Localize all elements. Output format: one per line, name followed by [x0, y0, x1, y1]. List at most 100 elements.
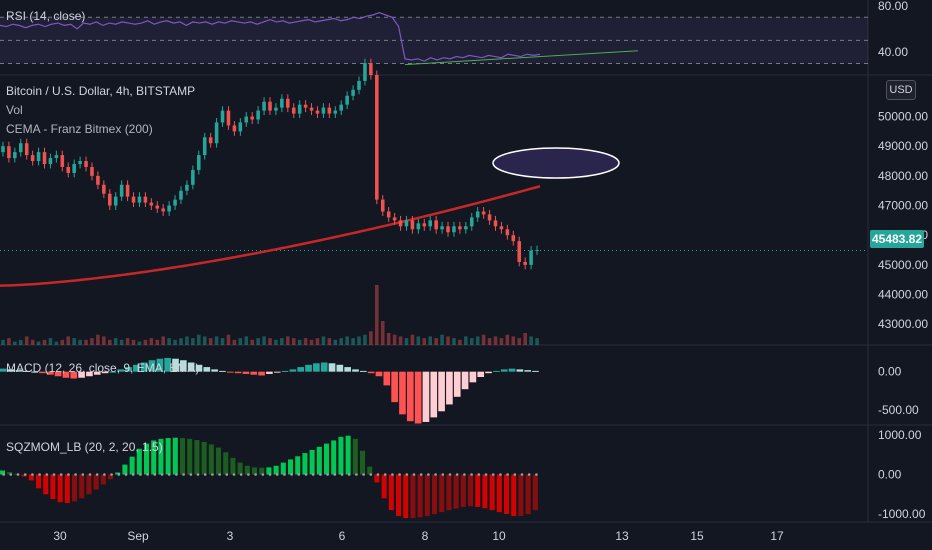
sqz-dot	[506, 473, 509, 476]
candle-body	[60, 155, 65, 167]
candle-body	[119, 184, 124, 197]
sqz-bar	[345, 435, 351, 475]
sqz-bar	[295, 456, 301, 475]
macd-bar	[39, 371, 46, 374]
macd-bar	[532, 370, 539, 372]
sqz-bar	[460, 474, 466, 507]
sqz-dot	[347, 473, 351, 476]
time-axis-label: 17	[770, 529, 784, 543]
sqz-dot	[383, 473, 387, 476]
macd-bar	[438, 371, 445, 412]
sqz-tick-label: 1000.00	[878, 428, 922, 442]
sqz-bar	[201, 442, 207, 475]
macd-bar	[360, 370, 367, 372]
sqz-dot	[499, 473, 502, 476]
volume-bar	[13, 341, 17, 345]
currency-button[interactable]: USD	[886, 80, 916, 100]
candle-body	[72, 164, 76, 173]
sqz-dot	[211, 473, 214, 476]
candle-body	[309, 107, 314, 111]
sqz-bar	[280, 462, 286, 475]
sqz-dot	[427, 473, 430, 476]
ellipse-annotation	[492, 147, 620, 179]
candle-body	[351, 89, 355, 96]
macd-bar	[133, 364, 140, 372]
price-tick-label: 45000.00	[878, 258, 928, 272]
volume-bar	[475, 336, 480, 345]
sqz-bar	[316, 446, 322, 475]
sqz-dot	[477, 473, 481, 476]
price-tick-label: 48000.00	[878, 169, 928, 183]
sqz-dot	[419, 473, 423, 476]
sqz-dot	[513, 473, 517, 476]
candle-body	[487, 214, 492, 221]
macd-bar	[180, 360, 187, 372]
time-axis-label: 15	[690, 529, 704, 543]
volume-bar	[297, 339, 302, 345]
volume-bar	[357, 336, 361, 345]
sqz-dot	[2, 473, 5, 476]
sqz-bar	[252, 467, 258, 475]
macd-bar	[289, 369, 297, 372]
candle-body	[363, 63, 367, 81]
macd-bar	[211, 369, 218, 372]
candle-body	[185, 184, 189, 191]
volume-bar	[398, 336, 403, 345]
sqz-bar	[187, 438, 193, 475]
volume-bar	[30, 339, 35, 345]
sqz-dot	[484, 473, 488, 476]
macd-bar	[469, 371, 477, 383]
macd-bar	[140, 362, 148, 372]
sqz-bar	[259, 467, 265, 475]
sqz-bar	[302, 453, 308, 475]
sqz-dot	[290, 473, 293, 476]
candle-body	[386, 211, 391, 218]
candle-body	[333, 110, 338, 114]
candle-body	[226, 110, 231, 126]
candle-body	[475, 211, 480, 218]
volume-bar	[262, 336, 266, 345]
candle-body	[339, 104, 343, 111]
sqz-dot	[131, 473, 135, 476]
sqz-bar	[7, 472, 13, 475]
candle-body	[274, 107, 278, 111]
candle-body	[286, 98, 290, 108]
volume-bar	[386, 333, 391, 345]
macd-bar	[336, 364, 344, 372]
volume-bar	[458, 339, 462, 345]
sqz-dot	[297, 473, 301, 476]
sqz-dot	[153, 473, 157, 476]
candle-body	[96, 175, 100, 185]
volume-bar	[446, 336, 450, 345]
candle-body	[113, 196, 118, 206]
volume-bar	[291, 338, 296, 345]
volume-bar	[226, 334, 231, 345]
candle-body	[232, 125, 237, 132]
volume-bar	[333, 339, 338, 345]
sqz-dot	[146, 473, 149, 476]
volume-bar	[197, 334, 201, 345]
sqz-bar	[36, 474, 42, 489]
macd-bar	[195, 364, 203, 372]
volume-bar	[481, 334, 486, 345]
candle-body	[1, 146, 5, 153]
sqz-bar	[165, 438, 171, 475]
macd-bar	[172, 358, 179, 372]
sqz-bar	[338, 436, 344, 475]
sqz-bar	[525, 474, 531, 515]
macd-bar	[78, 371, 85, 378]
sqz-dot	[520, 473, 524, 476]
candle-body	[511, 235, 516, 242]
candle-body	[375, 75, 379, 200]
sqz-dot	[463, 473, 466, 476]
sqz-bar	[208, 444, 214, 475]
sqz-bar	[532, 474, 538, 511]
sqz-bar	[410, 474, 416, 519]
time-axis-label: 8	[422, 529, 429, 543]
volume-bar	[113, 338, 118, 345]
sqz-bar	[446, 474, 452, 511]
sqz-dot	[59, 473, 63, 476]
sqz-bar	[115, 472, 121, 475]
sqz-dot	[470, 473, 473, 476]
